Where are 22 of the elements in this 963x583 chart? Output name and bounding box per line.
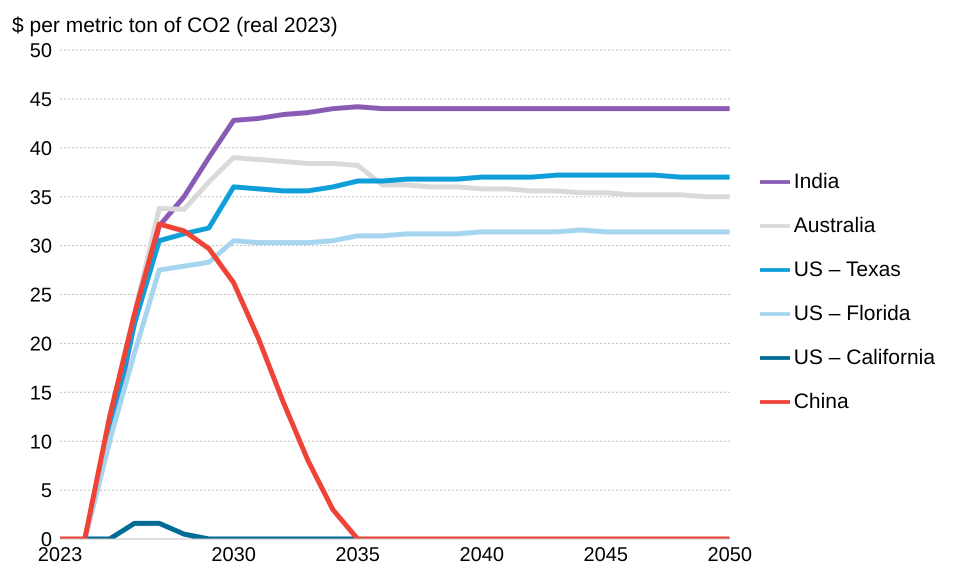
y-tick-label: 25	[30, 284, 52, 307]
legend-label: China	[794, 390, 849, 412]
y-tick-label: 5	[40, 480, 52, 502]
x-tick-label: 2045	[583, 544, 628, 566]
legend-label: India	[794, 170, 840, 192]
legend-label: US – Florida	[794, 302, 910, 324]
y-tick-label: 50	[30, 40, 52, 62]
y-tick-label: 10	[30, 431, 52, 454]
y-tick-label: 35	[30, 186, 52, 209]
x-tick-label: 2050	[708, 544, 752, 566]
y-tick-label: 20	[30, 334, 52, 356]
y-tick-label: 30	[30, 236, 52, 258]
y-tick-label: 40	[30, 138, 52, 160]
legend-label: US – Texas	[794, 258, 901, 280]
x-tick-label: 2035	[335, 544, 380, 566]
y-tick-label: 15	[30, 382, 52, 404]
chart-title: $ per metric ton of CO2 (real 2023)	[12, 14, 338, 38]
legend-label: US – California	[794, 346, 935, 368]
legend-label: Australia	[794, 214, 876, 236]
x-tick-label: 2040	[459, 544, 504, 566]
x-tick-label: 2030	[211, 544, 256, 566]
y-tick-label: 45	[30, 89, 52, 111]
